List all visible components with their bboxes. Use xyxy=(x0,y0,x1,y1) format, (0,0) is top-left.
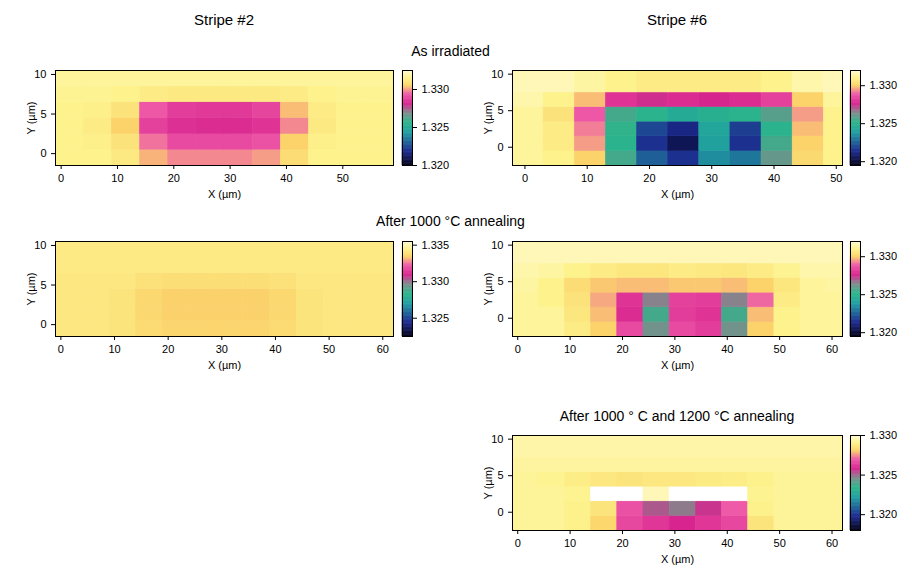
svg-text:1.325: 1.325 xyxy=(870,469,898,481)
svg-text:40: 40 xyxy=(721,537,733,549)
svg-text:30: 30 xyxy=(216,343,228,355)
svg-text:10: 10 xyxy=(581,172,593,184)
svg-text:10: 10 xyxy=(564,343,576,355)
svg-text:1.325: 1.325 xyxy=(870,117,898,129)
svg-text:5: 5 xyxy=(40,279,46,291)
svg-text:5: 5 xyxy=(497,104,503,116)
svg-text:1.335: 1.335 xyxy=(422,239,450,251)
svg-text:20: 20 xyxy=(168,172,180,184)
svg-text:1.330: 1.330 xyxy=(422,83,450,95)
svg-text:30: 30 xyxy=(706,172,718,184)
svg-text:X (µm): X (µm) xyxy=(661,553,694,565)
svg-text:1.320: 1.320 xyxy=(870,326,898,338)
svg-text:40: 40 xyxy=(768,172,780,184)
svg-text:0: 0 xyxy=(515,537,521,549)
svg-text:Y (µm): Y (µm) xyxy=(482,101,494,134)
svg-text:50: 50 xyxy=(774,343,786,355)
svg-text:1.330: 1.330 xyxy=(422,275,450,287)
svg-text:5: 5 xyxy=(497,275,503,287)
svg-text:1.320: 1.320 xyxy=(870,508,898,520)
svg-text:1.325: 1.325 xyxy=(422,121,450,133)
html-text:After 1000 ° C and 1200 °C ann: After 1000 ° C and 1200 °C annealing xyxy=(559,408,795,424)
svg-text:20: 20 xyxy=(643,172,655,184)
svg-text:10: 10 xyxy=(491,433,503,445)
svg-text:5: 5 xyxy=(497,469,503,481)
svg-text:10: 10 xyxy=(564,537,576,549)
svg-text:X (µm): X (µm) xyxy=(661,359,694,371)
svg-text:40: 40 xyxy=(269,343,281,355)
svg-text:0: 0 xyxy=(497,312,503,324)
svg-text:0: 0 xyxy=(58,343,64,355)
svg-text:0: 0 xyxy=(522,172,528,184)
svg-text:Y (µm): Y (µm) xyxy=(482,272,494,305)
svg-text:50: 50 xyxy=(337,172,349,184)
svg-text:0: 0 xyxy=(497,506,503,518)
svg-text:X (µm): X (µm) xyxy=(208,359,241,371)
svg-text:0: 0 xyxy=(40,147,46,159)
svg-text:30: 30 xyxy=(224,172,236,184)
svg-text:10: 10 xyxy=(34,239,46,251)
svg-text:5: 5 xyxy=(40,108,46,120)
svg-text:0: 0 xyxy=(58,172,64,184)
html-text:As irradiated: As irradiated xyxy=(411,43,490,59)
svg-text:1.325: 1.325 xyxy=(870,288,898,300)
svg-text:10: 10 xyxy=(491,68,503,80)
svg-text:Y (µm): Y (µm) xyxy=(25,272,37,305)
svg-text:60: 60 xyxy=(826,537,838,549)
svg-text:X (µm): X (µm) xyxy=(208,188,241,200)
svg-text:10: 10 xyxy=(108,343,120,355)
svg-text:50: 50 xyxy=(774,537,786,549)
svg-text:20: 20 xyxy=(162,343,174,355)
svg-text:60: 60 xyxy=(826,343,838,355)
svg-text:20: 20 xyxy=(616,537,628,549)
svg-text:10: 10 xyxy=(111,172,123,184)
svg-text:0: 0 xyxy=(40,318,46,330)
svg-text:10: 10 xyxy=(34,68,46,80)
svg-text:30: 30 xyxy=(669,537,681,549)
svg-text:60: 60 xyxy=(377,343,389,355)
svg-text:1.330: 1.330 xyxy=(870,79,898,91)
html-text:Stripe #6: Stripe #6 xyxy=(647,11,707,28)
html-text:Stripe #2: Stripe #2 xyxy=(194,11,254,28)
html-text:After 1000 °C annealing: After 1000 °C annealing xyxy=(376,213,525,229)
svg-text:10: 10 xyxy=(491,239,503,251)
svg-text:1.325: 1.325 xyxy=(422,312,450,324)
svg-text:1.330: 1.330 xyxy=(870,250,898,262)
svg-text:X (µm): X (µm) xyxy=(661,188,694,200)
svg-text:50: 50 xyxy=(830,172,842,184)
svg-text:20: 20 xyxy=(616,343,628,355)
svg-text:0: 0 xyxy=(515,343,521,355)
svg-text:30: 30 xyxy=(669,343,681,355)
svg-text:0: 0 xyxy=(497,141,503,153)
svg-text:1.320: 1.320 xyxy=(870,155,898,167)
svg-text:40: 40 xyxy=(280,172,292,184)
svg-text:1.330: 1.330 xyxy=(870,429,898,441)
svg-text:1.320: 1.320 xyxy=(422,159,450,171)
svg-text:Y (µm): Y (µm) xyxy=(482,466,494,499)
svg-text:Y (µm): Y (µm) xyxy=(25,101,37,134)
svg-text:50: 50 xyxy=(323,343,335,355)
svg-text:40: 40 xyxy=(721,343,733,355)
